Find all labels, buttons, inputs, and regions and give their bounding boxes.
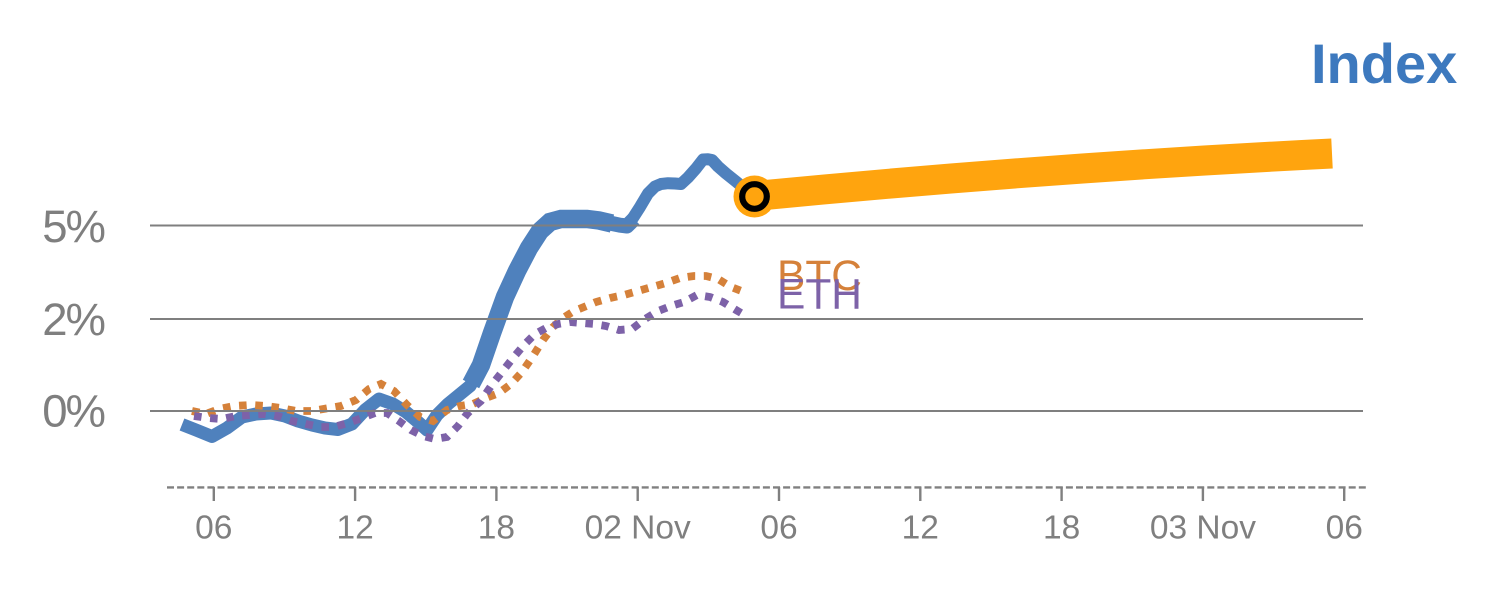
svg-text:5%: 5% <box>42 201 104 252</box>
svg-text:03 Nov: 03 Nov <box>1150 510 1256 547</box>
svg-text:BTC: BTC <box>777 253 862 300</box>
svg-text:0%: 0% <box>42 386 104 437</box>
svg-text:06: 06 <box>1326 510 1363 547</box>
svg-text:Index: Index <box>1311 32 1457 95</box>
svg-text:12: 12 <box>336 510 373 547</box>
svg-text:02 Nov: 02 Nov <box>585 510 691 547</box>
svg-text:18: 18 <box>478 510 515 547</box>
svg-text:06: 06 <box>760 510 797 547</box>
svg-text:06: 06 <box>195 510 232 547</box>
svg-text:2%: 2% <box>42 294 104 345</box>
svg-text:ETH: ETH <box>777 272 862 319</box>
svg-text:12: 12 <box>902 510 939 547</box>
svg-text:18: 18 <box>1043 510 1080 547</box>
